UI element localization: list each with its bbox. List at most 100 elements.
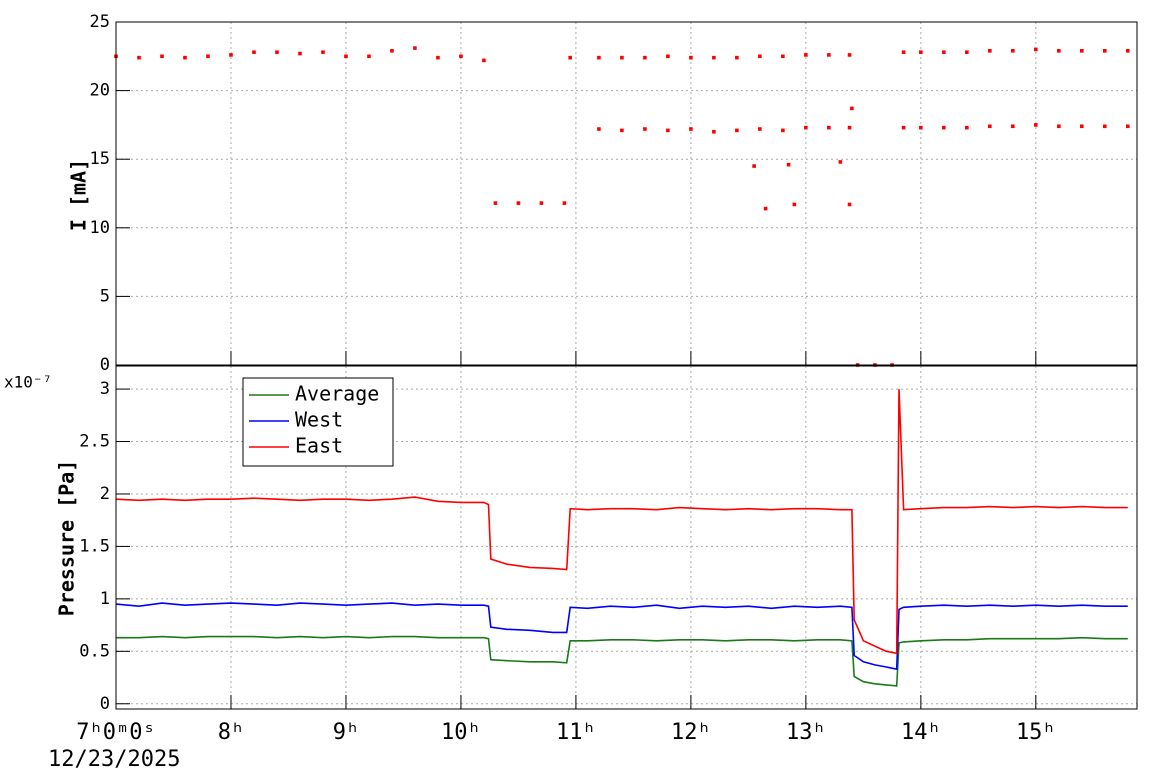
- bottom-frame: [115, 365, 1138, 710]
- x-tick-label: 12ʰ: [671, 720, 711, 745]
- point: [321, 50, 325, 54]
- x-tick-label: 14ʰ: [901, 720, 941, 745]
- y-tick-label: 10: [90, 218, 110, 238]
- point: [1034, 123, 1038, 127]
- point: [275, 50, 279, 54]
- point: [137, 55, 141, 60]
- y-tick-label: 20: [90, 81, 110, 101]
- y-scale-label: x10⁻⁷: [4, 373, 52, 392]
- point: [459, 54, 463, 59]
- point: [390, 49, 394, 53]
- x-tick-label: 15ʰ: [1016, 720, 1056, 745]
- point: [901, 50, 906, 54]
- series-line: [115, 602, 1128, 671]
- y-tick-label: 2: [100, 484, 110, 504]
- point: [643, 55, 647, 60]
- point: [229, 53, 233, 57]
- point: [689, 127, 693, 131]
- y-tick-label: 2.5: [79, 432, 110, 452]
- point: [786, 162, 791, 167]
- point: [827, 53, 831, 57]
- point: [781, 54, 785, 59]
- point: [1034, 47, 1038, 52]
- point: [1011, 124, 1015, 129]
- point: [1057, 49, 1061, 53]
- point: [1057, 124, 1061, 129]
- legend-label: East: [295, 434, 343, 458]
- legend-box: [242, 377, 394, 467]
- point: [436, 55, 440, 60]
- point: [1080, 124, 1084, 129]
- y-tick-label: 5: [100, 286, 110, 306]
- point: [988, 124, 992, 129]
- point: [367, 54, 371, 59]
- y-tick-label: 25: [90, 12, 110, 32]
- point: [850, 106, 854, 111]
- point: [965, 125, 969, 130]
- point: [493, 201, 498, 205]
- point: [1011, 49, 1015, 53]
- point: [206, 54, 210, 59]
- y-tick-label: 1: [100, 589, 110, 609]
- point: [942, 50, 946, 54]
- point: [847, 53, 852, 57]
- y-tick-label: 1.5: [79, 536, 110, 556]
- point: [252, 50, 256, 54]
- top-frame: [115, 21, 1138, 366]
- point: [183, 55, 187, 60]
- series-line: [116, 635, 1128, 687]
- x-tick-label: 13ʰ: [786, 720, 826, 745]
- point: [804, 53, 808, 57]
- point: [1126, 124, 1130, 129]
- x-tick-label: 7ʰ0ᵐ0ˢ: [76, 720, 155, 745]
- point: [712, 129, 716, 134]
- point: [689, 55, 693, 60]
- y-tick-label: 15: [90, 149, 110, 169]
- point: [597, 127, 601, 131]
- y-tick-label: 3: [100, 379, 110, 399]
- point: [752, 164, 756, 168]
- point: [712, 55, 716, 60]
- point: [562, 201, 567, 205]
- point: [597, 55, 601, 60]
- y-axis-label: I [mA]: [67, 159, 91, 231]
- point: [919, 125, 923, 130]
- point: [942, 125, 946, 130]
- point: [735, 55, 739, 60]
- point: [735, 128, 739, 133]
- point: [919, 50, 923, 54]
- point: [298, 51, 302, 56]
- x-tick-label: 8ʰ: [218, 720, 245, 745]
- point: [988, 49, 992, 53]
- point: [516, 201, 521, 205]
- point: [758, 54, 762, 59]
- point: [568, 55, 572, 60]
- point: [758, 127, 762, 131]
- legend-label: West: [295, 408, 343, 432]
- point: [1126, 49, 1130, 53]
- point: [965, 50, 969, 54]
- x-tick-label: 10ʰ: [441, 720, 481, 745]
- point: [413, 46, 417, 50]
- point: [847, 202, 852, 207]
- point: [482, 58, 486, 63]
- y-tick-label: 0: [100, 355, 110, 375]
- series-line: [115, 389, 1128, 655]
- point: [847, 125, 852, 130]
- y-tick-label: 0: [100, 694, 110, 714]
- point: [666, 54, 670, 59]
- plot-layer: 0 5 10 15 20 25 0 0.5 1 1.5 2 2.5 3 7ʰ0ᵐ0ˢ 8ʰ 9ʰ 10ʰ 11ʰ 1…: [76, 12, 1137, 745]
- x-tick-label: 9ʰ: [333, 720, 360, 745]
- point: [620, 55, 624, 60]
- point: [781, 128, 785, 133]
- point: [620, 128, 624, 133]
- legend-label: Average: [295, 382, 379, 406]
- x-date: 12/23/2025: [48, 747, 180, 772]
- point: [838, 160, 843, 164]
- y-tick-label: 0.5: [79, 641, 110, 661]
- point: [804, 125, 808, 130]
- point: [1103, 124, 1107, 129]
